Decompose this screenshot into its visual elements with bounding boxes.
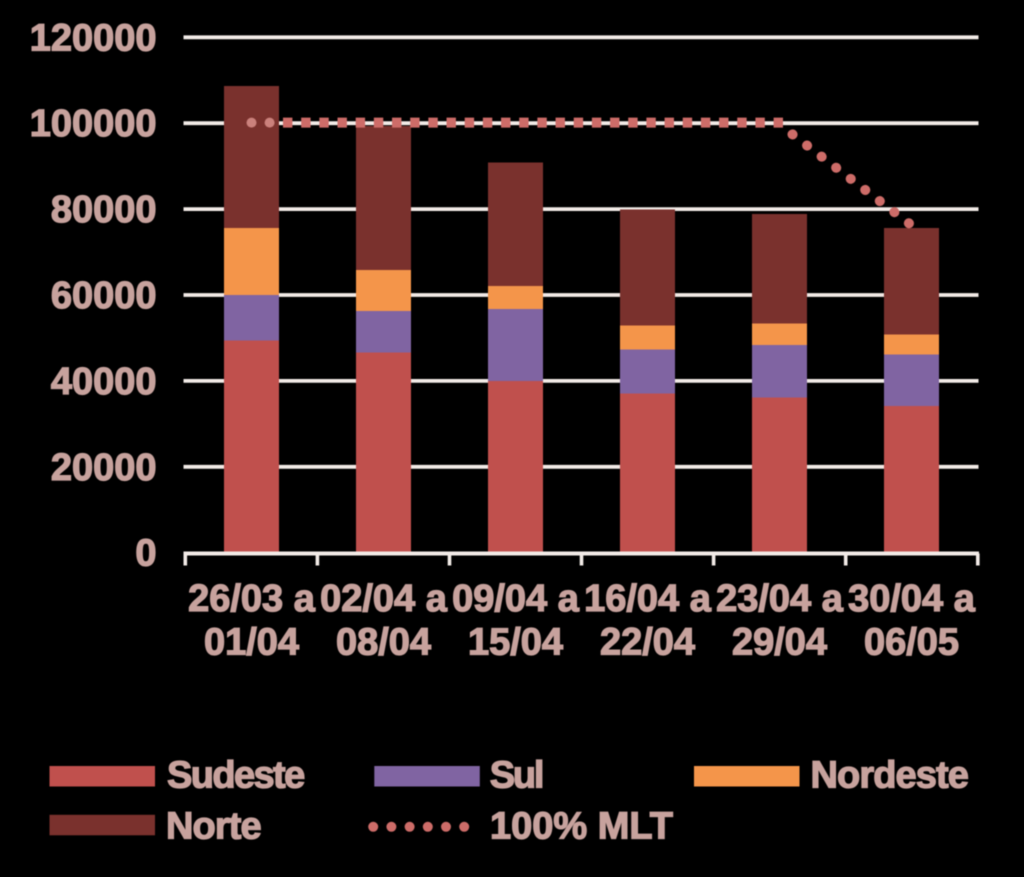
svg-text:Sudeste: Sudeste <box>167 755 304 797</box>
svg-text:120000: 120000 <box>30 17 157 59</box>
svg-text:06/05: 06/05 <box>864 622 959 664</box>
svg-text:15/04: 15/04 <box>468 622 563 664</box>
svg-text:20000: 20000 <box>51 447 157 489</box>
svg-text:22/04: 22/04 <box>600 622 695 664</box>
svg-text:23/04 a: 23/04 a <box>716 578 844 620</box>
svg-text:40000: 40000 <box>51 361 157 403</box>
svg-text:100000: 100000 <box>30 103 157 145</box>
svg-text:26/03 a: 26/03 a <box>188 578 316 620</box>
svg-text:16/04 a: 16/04 a <box>584 578 712 620</box>
svg-text:80000: 80000 <box>51 189 157 231</box>
svg-text:08/04: 08/04 <box>336 622 431 664</box>
svg-text:30/04 a: 30/04 a <box>848 578 976 620</box>
svg-text:Nordeste: Nordeste <box>811 755 969 797</box>
svg-text:60000: 60000 <box>51 275 157 317</box>
svg-text:0: 0 <box>135 533 156 575</box>
svg-text:01/04: 01/04 <box>204 622 299 664</box>
svg-text:100% MLT: 100% MLT <box>490 805 673 847</box>
svg-text:Norte: Norte <box>166 805 261 847</box>
svg-text:09/04 a: 09/04 a <box>452 578 580 620</box>
svg-text:29/04: 29/04 <box>732 622 827 664</box>
svg-text:Sul: Sul <box>490 755 543 797</box>
svg-text:02/04 a: 02/04 a <box>320 578 448 620</box>
